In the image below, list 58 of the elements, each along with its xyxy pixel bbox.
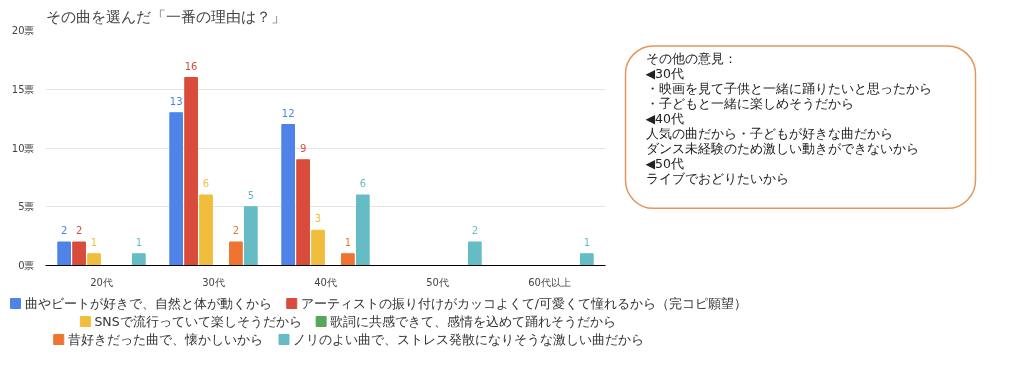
bar [199,194,213,266]
bar [184,77,198,266]
y-tick-label: 20票 [11,25,35,36]
data-label: 13 [169,95,183,107]
bar [131,253,146,266]
text: ライブでおどりたいから [645,171,789,187]
bar [311,229,325,266]
bar [229,241,243,266]
legend-label: アーティストの振り付けがカッコよくて/可愛くて憧れるから（完コピ願望） [300,296,747,311]
legend-label: 曲やビートが好きで、自然と体が動くから [24,296,272,311]
y-tick-label: 5票 [18,201,35,213]
bar [467,241,482,266]
text: ・子どもと一緒に楽しめそうだから [645,96,854,112]
bar [243,206,258,266]
y-tick-label: 15票 [11,83,35,95]
text: ◀40代 [645,111,685,127]
bar [281,124,296,266]
data-label: 12 [281,107,295,119]
bar [579,253,594,266]
legend-label: ノリのよい曲で、ストレス発散になりそうな激しい曲だから [293,332,644,347]
chart-title: その曲を選んだ「一番の理由は？」 [45,7,286,26]
text: ・映画を見て子供と一緒に踊りたいと思ったから [645,81,932,97]
x-tick-label: 20代 [90,276,113,288]
y-tick-label: 10票 [11,142,35,154]
bar [296,159,310,266]
text: ◀50代 [645,156,685,172]
bar [169,112,184,266]
data-label: 6 [202,178,210,189]
bar [72,241,86,266]
data-label: 3 [314,213,322,225]
x-tick-label: 40代 [314,276,337,288]
legend-label: 歌詞に共感できて、感情を込めて踊れそうだから [330,314,617,329]
data-label: 1 [135,236,143,248]
data-label: 16 [184,60,198,72]
bar [87,253,101,266]
data-label: 2 [60,225,68,236]
x-tick-label: 30代 [202,276,225,288]
data-label: 2 [232,225,240,236]
data-label: 1 [344,236,352,248]
bar [57,241,72,266]
text: 人気の曲だから・子どもが好きな曲だから [645,126,893,142]
data-label: 6 [359,178,367,189]
text: その他の意見： [645,51,737,67]
y-tick-label: 0票 [18,260,35,271]
legend-label: SNSで流行っていて楽しそうだから [94,314,302,329]
text: ダンス未経験のため激しい動きができないから [645,141,919,157]
data-label: 9 [299,142,307,154]
x-tick-label: 50代 [426,276,449,288]
data-label: 1 [583,236,591,248]
data-label: 2 [471,225,479,236]
text: ◀30代 [645,66,685,82]
bar [341,253,355,266]
data-label: 1 [90,236,98,248]
x-tick-label: 60代以上 [528,276,571,288]
data-label: 5 [247,189,255,201]
bar [355,194,370,266]
data-label: 2 [75,225,83,236]
legend-label: 昔好きだった曲で、懐かしいから [67,332,263,347]
